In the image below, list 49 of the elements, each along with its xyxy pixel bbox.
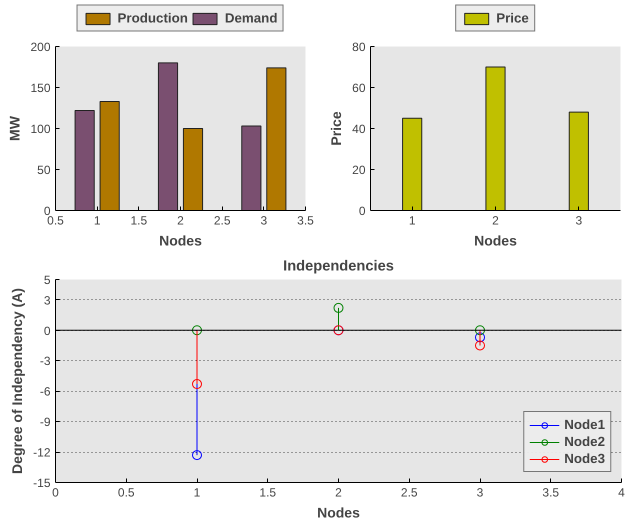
y-tick-label: -9: [40, 415, 51, 430]
x-tick-label: 3: [260, 214, 268, 228]
y-tick-label: 150: [30, 81, 51, 95]
chart-title: Independencies: [283, 258, 394, 274]
y-tick-label: 40: [352, 122, 366, 136]
y-tick-label: 60: [352, 81, 366, 95]
y-axis-title: Degree of Independency (A): [9, 288, 26, 474]
x-tick-label: 1.5: [130, 214, 148, 228]
y-axis-title: MW: [6, 115, 22, 141]
y-tick-label: -15: [33, 476, 51, 490]
x-tick-label: 2: [492, 214, 500, 228]
x-axis-title: Nodes: [317, 504, 360, 520]
y-tick-label: 200: [30, 40, 51, 54]
x-tick-label: 2: [335, 486, 342, 500]
x-tick-label: 1: [194, 486, 201, 500]
x-tick-label: 2: [177, 214, 184, 228]
x-tick-label: 1: [408, 214, 416, 228]
y-tick-label: 3: [44, 293, 51, 308]
legend-label: Node1: [564, 417, 605, 432]
x-axis-title: Nodes: [474, 232, 518, 248]
y-tick-label: 80: [352, 40, 366, 54]
x-tick-label: 3.5: [297, 214, 314, 228]
legend-label: Demand: [224, 10, 278, 26]
legend-label: Node3: [564, 451, 605, 466]
x-tick-label: 3: [575, 214, 582, 228]
legend-label: Production: [118, 10, 188, 26]
legend-label: Price: [496, 10, 529, 26]
legend-label: Node2: [564, 434, 605, 449]
y-tick-label: 20: [352, 163, 366, 177]
x-tick-label: 4: [618, 486, 626, 500]
y-tick-label: 100: [30, 122, 51, 136]
x-axis-title: Nodes: [159, 232, 202, 248]
y-tick-label: 0: [358, 204, 366, 218]
x-tick-label: 2.5: [214, 214, 231, 228]
y-tick-label: 0: [44, 324, 51, 338]
x-tick-label: 0.5: [47, 214, 64, 228]
x-tick-label: 3.5: [542, 486, 560, 500]
x-tick-label: 2.5: [400, 486, 418, 500]
x-tick-label: 3: [476, 486, 484, 500]
y-tick-label: -12: [33, 446, 51, 460]
y-tick-label: -3: [40, 354, 51, 368]
y-tick-label: 5: [44, 273, 51, 287]
y-tick-label: -6: [40, 384, 51, 399]
y-axis-title: Price: [328, 111, 344, 146]
x-tick-label: 0.5: [118, 486, 135, 500]
x-tick-label: 0: [52, 486, 60, 500]
y-tick-label: 50: [37, 163, 51, 177]
x-tick-label: 1: [94, 214, 101, 228]
x-tick-label: 1.5: [259, 486, 276, 500]
